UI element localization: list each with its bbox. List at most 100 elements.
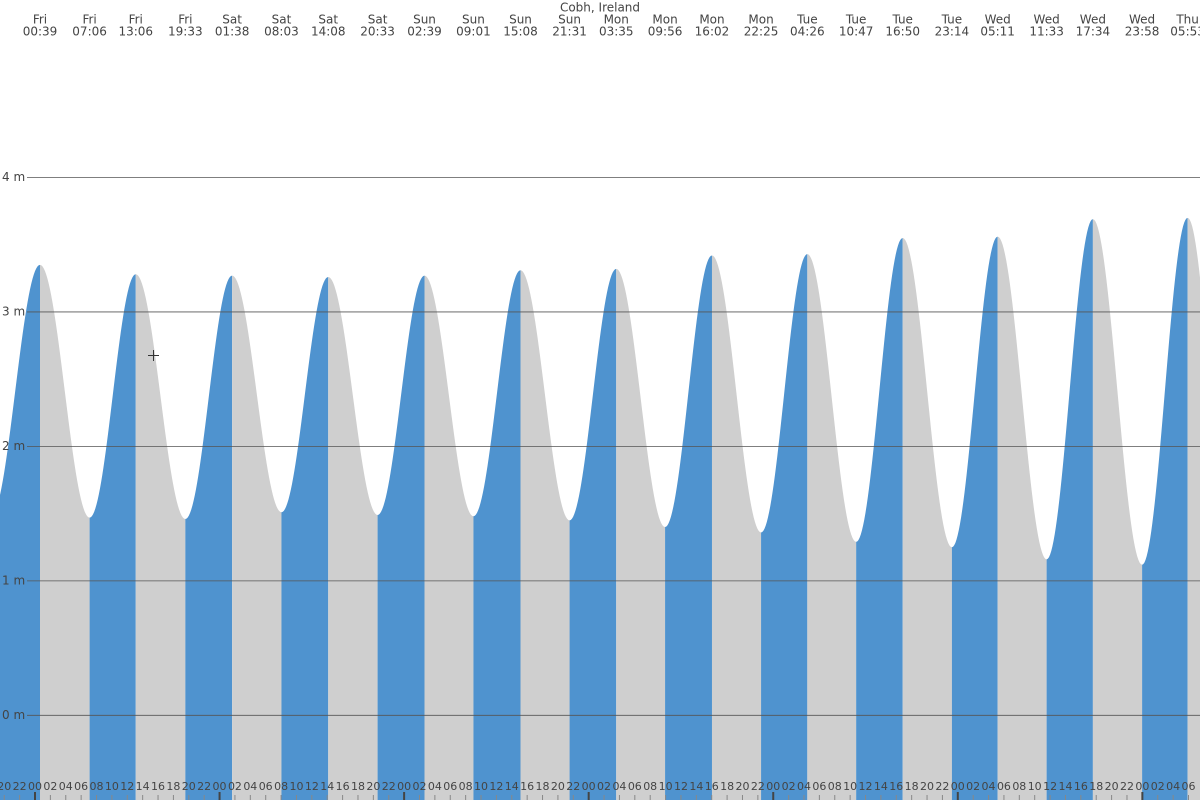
extreme-day: Fri <box>129 13 143 27</box>
hour-label: 22 <box>751 780 765 793</box>
hour-label: 20 <box>920 780 934 793</box>
hour-label: 04 <box>1166 780 1180 793</box>
extreme-day: Fri <box>33 13 47 27</box>
hour-label: 20 <box>366 780 380 793</box>
hour-label: 02 <box>782 780 796 793</box>
extreme-time: 09:01 <box>456 25 491 39</box>
hour-label: 14 <box>1058 780 1072 793</box>
hour-label: 14 <box>505 780 519 793</box>
extreme-day: Sun <box>462 13 485 27</box>
extreme-time: 10:47 <box>839 25 874 39</box>
extreme-day: Wed <box>1080 13 1106 27</box>
hour-label: 10 <box>474 780 488 793</box>
hour-label: 02 <box>966 780 980 793</box>
falling-area <box>807 254 857 800</box>
hour-label: 04 <box>428 780 442 793</box>
rising-area <box>281 276 329 800</box>
y-tick-label: 0 m <box>2 708 25 722</box>
falling-area <box>997 236 1047 800</box>
extreme-day: Sun <box>558 13 581 27</box>
hour-label: 18 <box>905 780 919 793</box>
hour-label: 12 <box>859 780 873 793</box>
extreme-time: 16:50 <box>885 25 920 39</box>
extreme-day: Mon <box>748 13 773 27</box>
extreme-day: Sat <box>272 13 292 27</box>
hour-label: 20 <box>1105 780 1119 793</box>
hour-label: 10 <box>289 780 303 793</box>
extreme-time: 05:53 <box>1170 25 1200 39</box>
hour-label: 04 <box>59 780 73 793</box>
hour-label: 22 <box>1120 780 1134 793</box>
rising-area <box>185 275 233 800</box>
extreme-time: 07:06 <box>72 25 107 39</box>
hour-label: 22 <box>197 780 211 793</box>
hour-label: 06 <box>997 780 1011 793</box>
rising-area <box>569 268 617 800</box>
extreme-time: 13:06 <box>118 25 153 39</box>
hour-label: 04 <box>612 780 626 793</box>
rising-area <box>1142 217 1188 800</box>
extreme-time: 23:58 <box>1125 25 1160 39</box>
hour-label: 06 <box>1182 780 1196 793</box>
extreme-day: Sun <box>509 13 532 27</box>
y-tick-label: 2 m <box>2 439 25 453</box>
extreme-day: Wed <box>1034 13 1060 27</box>
falling-area <box>711 255 762 800</box>
hour-label: 10 <box>1028 780 1042 793</box>
hour-label: 16 <box>889 780 903 793</box>
extreme-day: Sun <box>413 13 436 27</box>
hour-label: 22 <box>382 780 396 793</box>
hour-label: 20 <box>0 780 11 793</box>
extreme-day: Wed <box>985 13 1011 27</box>
hour-label: 12 <box>489 780 503 793</box>
hour-label: 00 <box>766 780 780 793</box>
extreme-day: Tue <box>891 13 913 27</box>
hour-label: 12 <box>1043 780 1057 793</box>
extreme-time: 22:25 <box>744 25 779 39</box>
hour-label: 16 <box>1074 780 1088 793</box>
extreme-day: Tue <box>941 13 963 27</box>
hour-label: 12 <box>120 780 134 793</box>
extreme-time: 11:33 <box>1029 25 1064 39</box>
hour-label: 14 <box>320 780 334 793</box>
y-tick-label: 3 m <box>2 304 25 318</box>
extreme-day: Tue <box>796 13 818 27</box>
extreme-time: 16:02 <box>695 25 730 39</box>
hour-label: 12 <box>674 780 688 793</box>
hour-label: 20 <box>551 780 565 793</box>
extreme-time: 21:31 <box>552 25 587 39</box>
extreme-time: 19:33 <box>168 25 203 39</box>
falling-area <box>520 270 570 800</box>
hour-label: 02 <box>597 780 611 793</box>
extreme-time: 08:03 <box>264 25 299 39</box>
hour-label: 20 <box>735 780 749 793</box>
hour-label: 20 <box>182 780 196 793</box>
extreme-day: Mon <box>604 13 629 27</box>
hour-label: 06 <box>628 780 642 793</box>
extreme-time: 02:39 <box>407 25 442 39</box>
cursor <box>148 350 159 361</box>
y-tick-label: 4 m <box>2 170 25 184</box>
hour-label: 00 <box>213 780 227 793</box>
falling-area <box>40 264 90 800</box>
hour-label: 22 <box>935 780 949 793</box>
extreme-day: Sat <box>368 13 388 27</box>
hour-label: 00 <box>582 780 596 793</box>
hour-label: 08 <box>1012 780 1026 793</box>
hour-label: 00 <box>397 780 411 793</box>
hour-label: 16 <box>705 780 719 793</box>
hour-label: 04 <box>243 780 257 793</box>
rising-area <box>951 236 998 800</box>
hour-label: 02 <box>1151 780 1165 793</box>
extreme-time: 04:26 <box>790 25 825 39</box>
grid <box>27 177 1200 716</box>
hour-label: 14 <box>689 780 703 793</box>
hour-label: 02 <box>228 780 242 793</box>
hour-label: 02 <box>43 780 57 793</box>
hour-label: 16 <box>520 780 534 793</box>
hour-label: 08 <box>459 780 473 793</box>
falling-area <box>424 275 474 800</box>
labels: Fri00:39Fri07:06Fri13:06Fri19:33Sat01:38… <box>0 13 1200 800</box>
extreme-time: 01:38 <box>215 25 250 39</box>
